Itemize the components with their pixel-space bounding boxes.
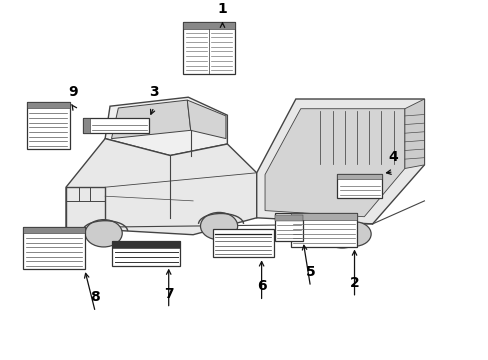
Polygon shape	[66, 139, 256, 235]
Circle shape	[85, 220, 122, 247]
FancyBboxPatch shape	[337, 174, 382, 198]
FancyBboxPatch shape	[27, 102, 70, 108]
Text: 9: 9	[68, 85, 78, 99]
Text: 4: 4	[388, 150, 398, 164]
Polygon shape	[105, 97, 227, 156]
Text: 1: 1	[217, 2, 227, 16]
Text: 7: 7	[163, 287, 173, 301]
FancyBboxPatch shape	[112, 241, 180, 266]
FancyBboxPatch shape	[112, 241, 180, 248]
Circle shape	[200, 212, 237, 240]
Polygon shape	[264, 109, 404, 217]
FancyBboxPatch shape	[290, 213, 356, 220]
Polygon shape	[111, 100, 190, 139]
Text: 8: 8	[90, 290, 100, 304]
Text: 3: 3	[149, 85, 159, 99]
Polygon shape	[187, 100, 225, 139]
FancyBboxPatch shape	[23, 227, 84, 269]
FancyBboxPatch shape	[337, 174, 382, 179]
Polygon shape	[404, 99, 424, 168]
FancyBboxPatch shape	[83, 118, 149, 133]
Circle shape	[324, 221, 360, 248]
FancyBboxPatch shape	[23, 227, 84, 233]
Text: 6: 6	[256, 279, 266, 293]
Polygon shape	[256, 99, 424, 224]
Text: 2: 2	[349, 276, 359, 290]
FancyBboxPatch shape	[290, 213, 356, 247]
FancyBboxPatch shape	[27, 102, 70, 149]
FancyBboxPatch shape	[274, 213, 303, 241]
FancyBboxPatch shape	[83, 118, 90, 133]
Text: 5: 5	[305, 265, 315, 279]
FancyBboxPatch shape	[183, 22, 234, 29]
Polygon shape	[66, 187, 105, 228]
Circle shape	[337, 222, 370, 246]
FancyBboxPatch shape	[183, 22, 234, 74]
FancyBboxPatch shape	[274, 215, 303, 221]
FancyBboxPatch shape	[212, 229, 273, 257]
